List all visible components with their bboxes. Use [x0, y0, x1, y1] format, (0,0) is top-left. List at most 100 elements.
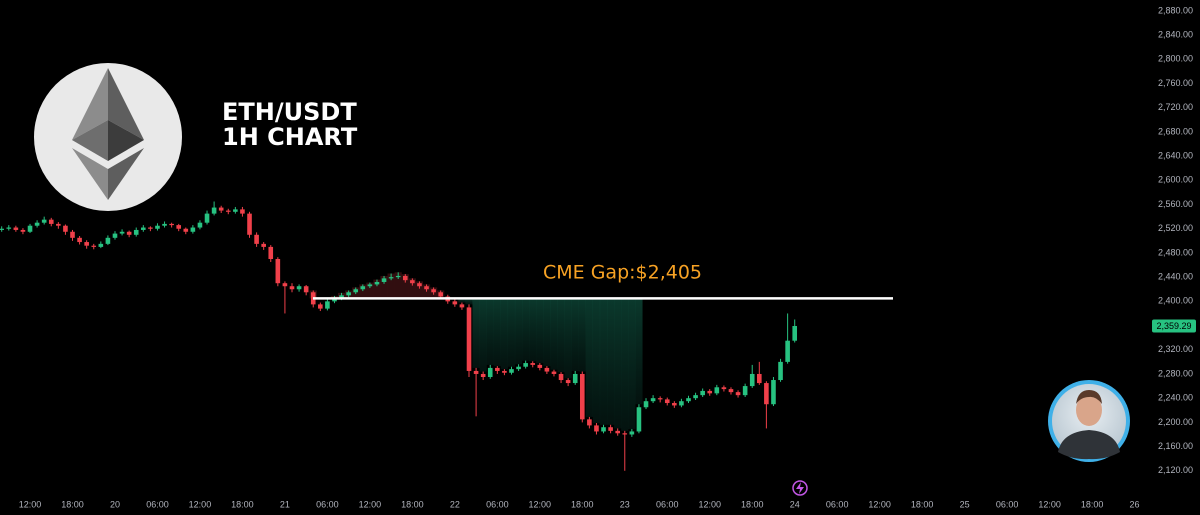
candle-body	[112, 233, 118, 238]
candle-body	[579, 373, 585, 420]
y-tick-label: 2,200.00	[1158, 417, 1193, 427]
candle-body	[544, 367, 550, 372]
y-tick-label: 2,640.00	[1158, 150, 1193, 160]
candle-body	[367, 284, 373, 287]
gap-fill	[621, 298, 629, 431]
x-tick-label: 18:00	[571, 499, 594, 509]
x-tick-label: 18:00	[741, 499, 764, 509]
x-tick-label: 18:00	[911, 499, 934, 509]
candle-body	[509, 369, 514, 373]
gap-label: CME Gap:$2,405	[543, 261, 702, 283]
candle-body	[516, 366, 521, 370]
candle-body	[339, 295, 344, 299]
candle-body	[686, 398, 691, 402]
candle-body	[0, 228, 4, 230]
candle-body	[537, 364, 543, 368]
candle-body	[700, 390, 705, 396]
candle-body	[6, 227, 12, 229]
candle-body	[148, 227, 153, 229]
candle-body	[282, 283, 288, 287]
candle-body	[679, 401, 684, 406]
gap-fill	[635, 298, 643, 405]
candle-body	[473, 370, 479, 374]
candle-body	[693, 395, 698, 399]
candle-body	[757, 373, 762, 384]
y-tick-label: 2,480.00	[1158, 247, 1193, 257]
gap-fill	[472, 298, 480, 368]
candle-body	[438, 292, 443, 297]
candle-body	[742, 386, 748, 396]
candle-body	[735, 392, 741, 396]
candle-body	[587, 419, 592, 426]
y-tick-label: 2,880.00	[1158, 5, 1193, 15]
candle-body	[176, 225, 182, 229]
candle-body	[34, 222, 40, 226]
x-tick-label: 12:00	[19, 499, 42, 509]
gap-fill	[557, 298, 565, 373]
candle-body	[459, 304, 465, 308]
gap-fill	[564, 298, 572, 379]
y-tick-label: 2,160.00	[1158, 441, 1193, 451]
gap-fill	[607, 298, 615, 425]
candle-body	[98, 243, 104, 247]
y-tick-label: 2,120.00	[1158, 465, 1193, 475]
candle-body	[558, 373, 564, 381]
candle-body	[664, 399, 670, 404]
y-tick-label: 2,600.00	[1158, 175, 1193, 185]
gap-fill	[550, 298, 558, 370]
candle-body	[523, 363, 528, 367]
candle-body	[211, 207, 217, 214]
y-tick-label: 2,720.00	[1158, 102, 1193, 112]
candle-body	[643, 401, 649, 408]
x-tick-label: 18:00	[401, 499, 424, 509]
candle-body	[225, 210, 231, 212]
candle-body	[240, 209, 245, 214]
candle-body	[466, 307, 472, 371]
gap-fill	[585, 298, 593, 417]
eth-logo	[34, 63, 182, 211]
x-tick-label: 23	[620, 499, 630, 509]
candle-body	[601, 427, 606, 432]
candle-body	[381, 278, 387, 282]
candle-body	[495, 367, 500, 371]
candle-body	[565, 380, 571, 384]
x-tick-label: 18:00	[61, 499, 84, 509]
candle-body	[70, 231, 75, 238]
candle-body	[615, 430, 620, 434]
candle-body	[452, 301, 458, 305]
candle-body	[233, 209, 238, 212]
candle-body	[431, 289, 436, 293]
candle-body	[183, 228, 189, 232]
x-tick-label: 12:00	[189, 499, 212, 509]
candle-body	[636, 407, 642, 432]
y-tick-label: 2,840.00	[1158, 29, 1193, 39]
candle-body	[48, 219, 54, 224]
y-tick-label: 2,680.00	[1158, 126, 1193, 136]
candle-body	[657, 398, 663, 400]
candle-body	[190, 227, 196, 232]
candle-body	[672, 403, 677, 406]
x-tick-label: 06:00	[656, 499, 679, 509]
x-tick-label: 18:00	[1081, 499, 1104, 509]
axes: 2,120.00 2,160.00 2,200.00 2,240.00 2,280.00…	[19, 5, 1193, 509]
x-tick-label: 12:00	[1038, 499, 1061, 509]
candle-body	[126, 231, 132, 235]
x-tick-label: 12:00	[868, 499, 891, 509]
gap-fill	[514, 298, 523, 365]
candle-body	[141, 227, 146, 230]
gap-fill	[599, 298, 608, 425]
candle-body	[728, 389, 734, 393]
candle-body	[13, 227, 19, 230]
y-tick-label: 2,320.00	[1158, 344, 1193, 354]
y-tick-label: 2,400.00	[1158, 296, 1193, 306]
x-tick-label: 12:00	[529, 499, 552, 509]
candle-body	[247, 213, 252, 235]
gap-fill	[571, 298, 579, 371]
candle-body	[622, 433, 628, 435]
candle-body	[714, 387, 720, 394]
y-tick-label: 2,440.00	[1158, 272, 1193, 282]
candle-body	[417, 283, 422, 287]
candle-body	[169, 223, 174, 226]
